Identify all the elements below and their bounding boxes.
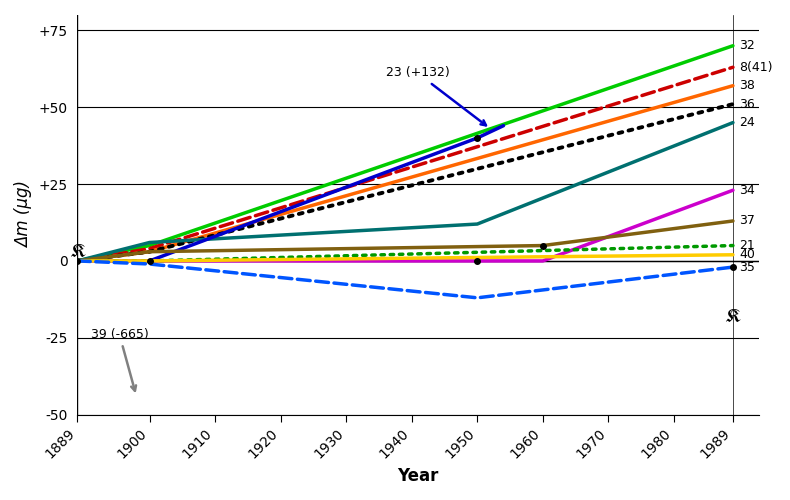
Text: 36: 36 [739, 98, 755, 110]
Y-axis label: Δm (μg): Δm (μg) [15, 182, 33, 248]
Text: 24: 24 [739, 116, 755, 129]
Text: $\mathfrak{K}$: $\mathfrak{K}$ [69, 242, 86, 261]
Text: 40: 40 [739, 248, 755, 262]
Text: 32: 32 [739, 39, 755, 52]
Text: 35: 35 [739, 260, 755, 274]
Text: 21: 21 [739, 239, 755, 252]
Text: $\mathfrak{K}$: $\mathfrak{K}$ [724, 307, 742, 326]
Text: 8(41): 8(41) [739, 61, 773, 74]
Text: 37: 37 [739, 214, 755, 228]
Text: 38: 38 [739, 79, 755, 92]
Text: 23 (+132): 23 (+132) [386, 66, 486, 126]
Text: 34: 34 [739, 184, 755, 196]
Text: 39 (-665): 39 (-665) [91, 328, 149, 391]
X-axis label: Year: Year [397, 467, 439, 485]
